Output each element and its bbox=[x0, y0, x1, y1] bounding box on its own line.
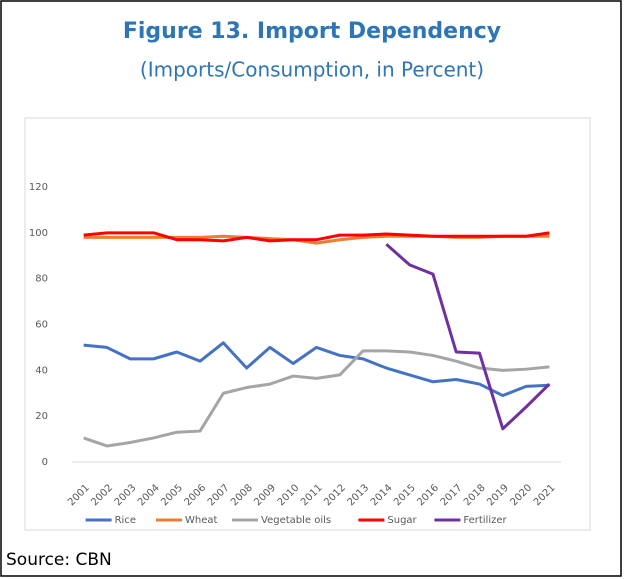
plot-frame bbox=[24, 117, 591, 531]
y-tick-label: 80 bbox=[35, 274, 48, 285]
source: Source: CBN bbox=[6, 550, 112, 570]
chart-title: Figure 13. Import Dependency bbox=[123, 19, 501, 44]
y-tick-label: 40 bbox=[35, 365, 48, 376]
legend-label: Fertilizer bbox=[463, 515, 507, 526]
chart-subtitle: (Imports/Consumption, in Percent) bbox=[140, 58, 484, 82]
y-tick-label: 120 bbox=[29, 182, 48, 193]
series-line bbox=[83, 341, 550, 398]
legend-label: Vegetable oils bbox=[261, 515, 331, 526]
legend-label: Wheat bbox=[185, 515, 218, 526]
series-line bbox=[83, 349, 550, 448]
legend-label: Rice bbox=[115, 515, 136, 526]
y-tick-label: 100 bbox=[29, 228, 48, 239]
legend-label: Sugar bbox=[387, 515, 417, 526]
y-tick-label: 0 bbox=[42, 457, 48, 468]
y-tick-label: 60 bbox=[35, 320, 48, 331]
series-line bbox=[385, 243, 551, 431]
series-line bbox=[83, 231, 550, 243]
y-tick-label: 20 bbox=[35, 411, 48, 422]
